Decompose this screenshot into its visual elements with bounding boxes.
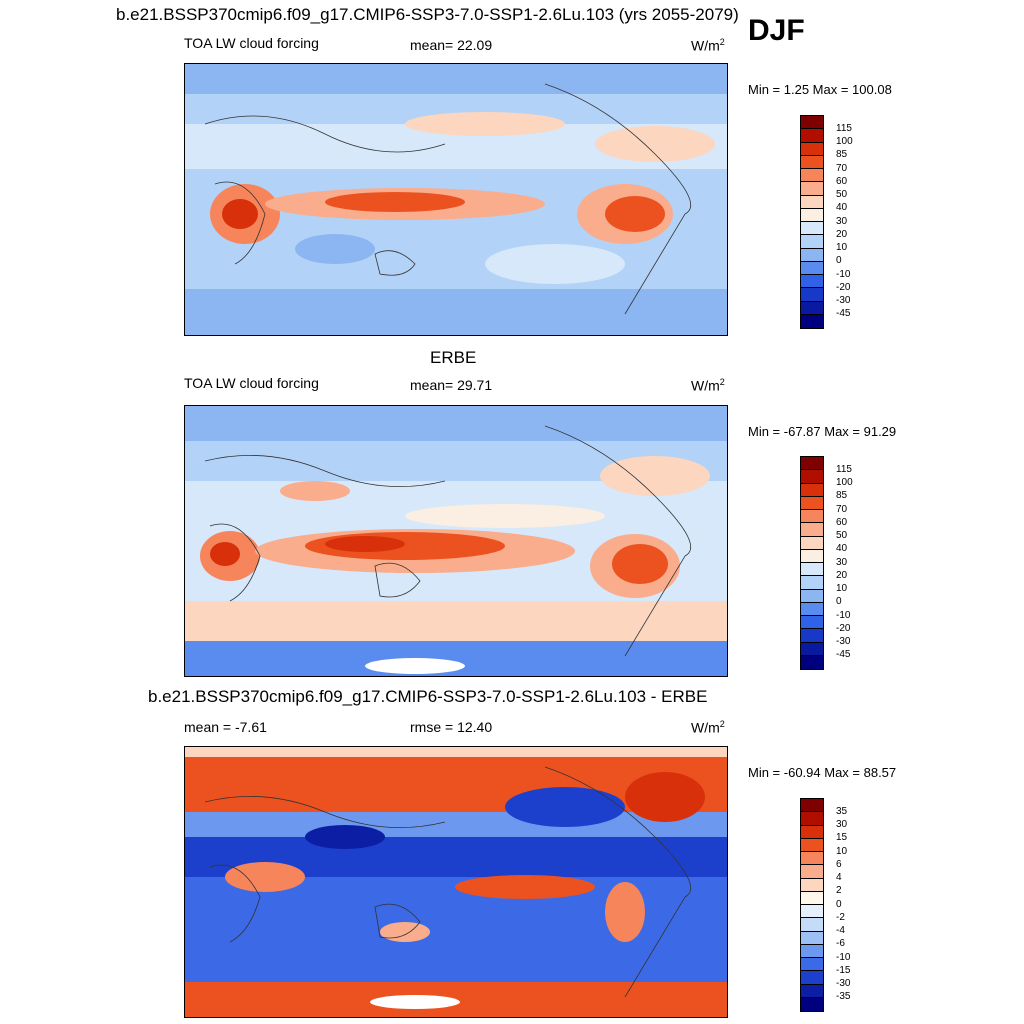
colorbar-tick: 60 xyxy=(836,176,848,187)
panel3-units: W/m2 xyxy=(691,719,725,736)
colorbar-tick: 20 xyxy=(836,229,848,240)
season-label: DJF xyxy=(748,14,805,47)
colorbar-tick: 6 xyxy=(836,859,842,870)
colorbar-tick: 100 xyxy=(836,136,853,147)
colorbar-tick: 10 xyxy=(836,846,848,857)
colorbar-tick: 0 xyxy=(836,899,842,910)
colorbar-tick: -20 xyxy=(836,623,851,634)
colorbar-tick: 100 xyxy=(836,477,853,488)
panel3-minmax: Min = -60.94 Max = 88.57 xyxy=(748,765,897,780)
panel2-colorbar xyxy=(800,456,824,670)
panel3-title: b.e21.BSSP370cmip6.f09_g17.CMIP6-SSP3-7.… xyxy=(148,687,708,706)
colorbar-tick: -45 xyxy=(836,308,851,319)
panel1-mean-label: mean= 22.09 xyxy=(410,37,493,53)
colorbar-tick: 2 xyxy=(836,885,842,896)
colorbar-tick: -10 xyxy=(836,952,851,963)
colorbar-tick: 115 xyxy=(836,123,852,134)
colorbar-tick: 10 xyxy=(836,583,848,594)
colorbar-tick: 40 xyxy=(836,202,848,213)
panel2-variable-label: TOA LW cloud forcing xyxy=(184,375,319,391)
colorbar-tick: -30 xyxy=(836,636,851,647)
panel3-colorbar xyxy=(800,798,824,1012)
colorbar-tick: 60 xyxy=(836,517,848,528)
colorbar-tick: 30 xyxy=(836,819,848,830)
colorbar-tick: -2 xyxy=(836,912,845,923)
colorbar-tick: -20 xyxy=(836,282,851,293)
colorbar-tick: -4 xyxy=(836,925,845,936)
colorbar-tick: -30 xyxy=(836,295,851,306)
main-title: b.e21.BSSP370cmip6.f09_g17.CMIP6-SSP3-7.… xyxy=(116,5,739,24)
panel2-map xyxy=(184,405,728,677)
colorbar-tick: -6 xyxy=(836,938,845,949)
colorbar-tick: 4 xyxy=(836,872,842,883)
colorbar-tick: 30 xyxy=(836,557,848,568)
colorbar-tick: 10 xyxy=(836,242,848,253)
panel1-map xyxy=(184,63,728,336)
colorbar-tick: 15 xyxy=(836,832,848,843)
colorbar-tick: 115 xyxy=(836,464,852,475)
colorbar-tick: -15 xyxy=(836,965,851,976)
colorbar-tick: 85 xyxy=(836,149,848,160)
panel3-map xyxy=(184,746,728,1018)
panel2-minmax: Min = -67.87 Max = 91.29 xyxy=(748,424,897,439)
colorbar-tick: 0 xyxy=(836,596,842,607)
colorbar-tick: 70 xyxy=(836,163,848,174)
colorbar-tick: -35 xyxy=(836,991,851,1002)
panel2-mean-label: mean= 29.71 xyxy=(410,377,493,393)
colorbar-tick: 85 xyxy=(836,490,848,501)
panel1-minmax: Min = 1.25 Max = 100.08 xyxy=(748,82,892,97)
colorbar-tick: -30 xyxy=(836,978,851,989)
panel3-rmse-label: rmse = 12.40 xyxy=(410,719,493,735)
colorbar-tick: 40 xyxy=(836,543,848,554)
colorbar-tick: 50 xyxy=(836,530,848,541)
colorbar-tick: 35 xyxy=(836,806,848,817)
panel3-mean-label: mean = -7.61 xyxy=(184,719,267,735)
panel2-units: W/m2 xyxy=(691,377,725,394)
colorbar-tick: 20 xyxy=(836,570,848,581)
colorbar-tick: 70 xyxy=(836,504,848,515)
panel1-units: W/m2 xyxy=(691,37,725,54)
colorbar-tick: 50 xyxy=(836,189,848,200)
colorbar-tick: 30 xyxy=(836,216,848,227)
colorbar-tick: -45 xyxy=(836,649,851,660)
colorbar-tick: -10 xyxy=(836,610,851,621)
panel1-colorbar xyxy=(800,115,824,329)
panel2-title: ERBE xyxy=(430,348,477,367)
panel1-variable-label: TOA LW cloud forcing xyxy=(184,35,319,51)
colorbar-tick: -10 xyxy=(836,269,851,280)
colorbar-tick: 0 xyxy=(836,255,842,266)
